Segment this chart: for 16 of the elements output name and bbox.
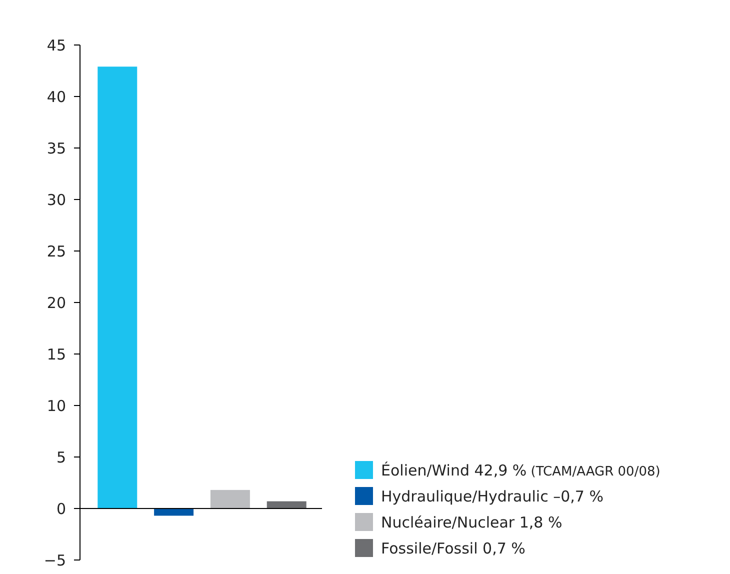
- y-tick-label: 40: [46, 88, 66, 106]
- y-tick-label: 45: [46, 36, 66, 54]
- y-tick-label: 35: [46, 139, 66, 158]
- legend-label: Nucléaire/Nuclear 1,8 %: [381, 513, 562, 532]
- text: (TCAM/AAGR 00/08): [526, 464, 660, 480]
- legend-label: Hydraulique/Hydraulic –0,7 %: [381, 487, 604, 506]
- y-tick-label: 0: [56, 500, 66, 518]
- y-tick-label: 15: [46, 345, 66, 364]
- legend-label: Fossile/Fossil 0,7 %: [381, 539, 526, 558]
- y-tick-label: 10: [46, 396, 66, 415]
- y-tick-label: 25: [46, 242, 66, 260]
- y-tick-label: −5: [44, 551, 66, 570]
- y-tick-label: 30: [46, 190, 66, 209]
- y-tick-label: 20: [46, 294, 66, 312]
- y-tick-label: 5: [56, 448, 66, 466]
- legend-label: Éolien/Wind 42,9 %: [381, 461, 527, 480]
